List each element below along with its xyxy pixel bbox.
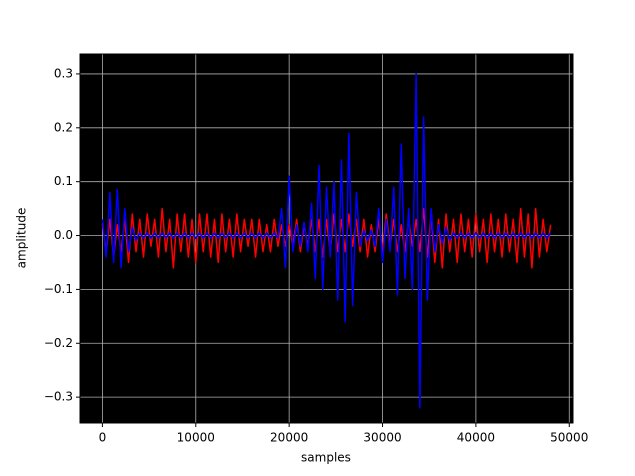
plot-frame: [79, 53, 574, 424]
x-tick-label: 40000: [457, 431, 495, 445]
y-tick-label: 0.3: [54, 66, 73, 80]
plot-area: [80, 54, 573, 423]
y-tick-label: 0.0: [54, 228, 73, 242]
y-tick-label: 0.1: [54, 174, 73, 188]
x-axis-label: samples: [301, 451, 351, 465]
y-axis-label: amplitude: [15, 208, 29, 269]
y-tick-label: −0.2: [44, 336, 73, 350]
y-tick-label: −0.3: [44, 390, 73, 404]
y-tick-label: −0.1: [44, 282, 73, 296]
x-tick-label: 50000: [550, 431, 588, 445]
series-line: [101, 73, 552, 409]
x-tick-label: 30000: [363, 431, 401, 445]
x-tick-label: 0: [99, 431, 107, 445]
x-tick-label: 10000: [177, 431, 215, 445]
x-tick-label: 20000: [270, 431, 308, 445]
y-tick-label: 0.2: [54, 120, 73, 134]
series-line: [101, 207, 552, 269]
